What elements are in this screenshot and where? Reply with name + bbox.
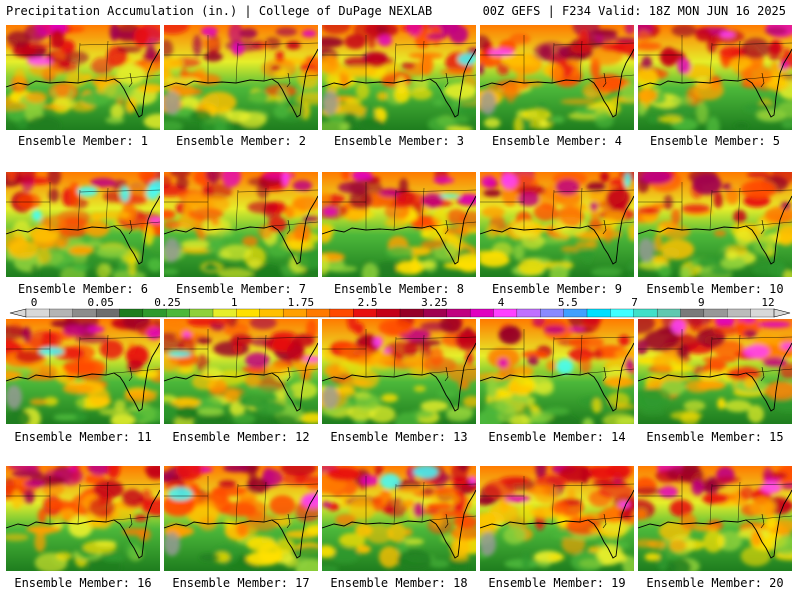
colorbar-swatch (493, 308, 518, 318)
ensemble-member-map (638, 466, 792, 571)
ensemble-member-map (322, 319, 476, 424)
ensemble-member-map (480, 466, 634, 571)
colorbar-swatch (166, 308, 191, 318)
ensemble-member-label: Ensemble Member: 4 (491, 134, 623, 148)
colorbar-right-arrow (773, 308, 791, 318)
colorbar-swatch (656, 308, 681, 318)
colorbar-swatch (306, 308, 331, 318)
colorbar-tick-label: 0.05 (87, 296, 114, 309)
colorbar-swatch (750, 308, 775, 318)
ensemble-member-map (638, 319, 792, 424)
ensemble-member-label: Ensemble Member: 12 (172, 430, 310, 444)
colorbar-swatch (329, 308, 354, 318)
ensemble-member-map (164, 25, 318, 130)
ensemble-member-map (6, 25, 160, 130)
precip-colorbar: 0 0.05 0.25 1 1.75 2.5 3.25 4 5.5 7 9 12 (9, 296, 791, 318)
colorbar-swatch (25, 308, 50, 318)
ensemble-member-label: Ensemble Member: 16 (14, 576, 152, 590)
colorbar-tick-label: 9 (698, 296, 705, 309)
colorbar-swatch (236, 308, 261, 318)
colorbar-swatch (469, 308, 494, 318)
ensemble-member-label: Ensemble Member: 15 (646, 430, 784, 444)
colorbar-swatch (516, 308, 541, 318)
colorbar-tick-label: 4 (498, 296, 505, 309)
ensemble-member-label: Ensemble Member: 14 (488, 430, 626, 444)
ensemble-member-map (638, 172, 792, 277)
colorbar-swatch (282, 308, 307, 318)
colorbar-swatch (399, 308, 424, 318)
ensemble-member-map (638, 25, 792, 130)
ensemble-member-map (6, 172, 160, 277)
ensemble-member-label: Ensemble Member: 13 (330, 430, 468, 444)
ensemble-member-map (322, 172, 476, 277)
ensemble-member-label: Ensemble Member: 18 (330, 576, 468, 590)
ensemble-member-label: Ensemble Member: 11 (14, 430, 152, 444)
ensemble-member-map (164, 319, 318, 424)
ensemble-member-label: Ensemble Member: 3 (333, 134, 465, 148)
ensemble-member-map (164, 172, 318, 277)
ensemble-member-label: Ensemble Member: 19 (488, 576, 626, 590)
colorbar-tick-label: 5.5 (558, 296, 578, 309)
colorbar-tick-label: 1.75 (288, 296, 315, 309)
ensemble-member-map (6, 319, 160, 424)
ensemble-member-label: Ensemble Member: 1 (17, 134, 149, 148)
colorbar-left-arrow (9, 308, 27, 318)
ensemble-member-map (480, 172, 634, 277)
colorbar-swatch (446, 308, 471, 318)
colorbar-swatch (727, 308, 752, 318)
ensemble-member-map (322, 25, 476, 130)
colorbar-tick-label: 3.25 (421, 296, 448, 309)
colorbar-tick-label: 1 (231, 296, 238, 309)
colorbar-swatch (49, 308, 74, 318)
colorbar-swatch (119, 308, 144, 318)
ensemble-member-label: Ensemble Member: 8 (333, 282, 465, 296)
colorbar-swatch (212, 308, 237, 318)
ensemble-member-label: Ensemble Member: 20 (646, 576, 784, 590)
ensemble-member-map (6, 466, 160, 571)
ensemble-member-label: Ensemble Member: 9 (491, 282, 623, 296)
colorbar-swatch (633, 308, 658, 318)
colorbar-swatch (680, 308, 705, 318)
colorbar-swatch (423, 308, 448, 318)
colorbar-tick-label: 12 (761, 296, 774, 309)
ensemble-member-map (480, 25, 634, 130)
colorbar-swatch (189, 308, 214, 318)
ensemble-member-label: Ensemble Member: 5 (649, 134, 781, 148)
ensemble-member-label: Ensemble Member: 6 (17, 282, 149, 296)
colorbar-swatch (142, 308, 167, 318)
colorbar-tick-label: 7 (631, 296, 638, 309)
colorbar-swatch (376, 308, 401, 318)
ensemble-member-label: Ensemble Member: 10 (646, 282, 784, 296)
colorbar-swatch (72, 308, 97, 318)
colorbar-swatch (586, 308, 611, 318)
ensemble-member-map (164, 466, 318, 571)
colorbar-swatch (259, 308, 284, 318)
colorbar-swatch (703, 308, 728, 318)
colorbar-tick-label: 2.5 (358, 296, 378, 309)
ensemble-member-label: Ensemble Member: 7 (175, 282, 307, 296)
ensemble-member-map (322, 466, 476, 571)
model-valid-time: 00Z GEFS | F234 Valid: 18Z MON JUN 16 20… (482, 4, 786, 18)
colorbar-swatch (540, 308, 565, 318)
colorbar-swatch (353, 308, 378, 318)
colorbar-swatch (95, 308, 120, 318)
ensemble-member-label: Ensemble Member: 2 (175, 134, 307, 148)
ensemble-member-label: Ensemble Member: 17 (172, 576, 310, 590)
map-title: Precipitation Accumulation (in.) | Colle… (6, 4, 433, 18)
colorbar-tick-label: 0 (31, 296, 38, 309)
ensemble-member-map (480, 319, 634, 424)
colorbar-tick-label: 0.25 (154, 296, 181, 309)
colorbar-swatch (563, 308, 588, 318)
colorbar-swatch (610, 308, 635, 318)
